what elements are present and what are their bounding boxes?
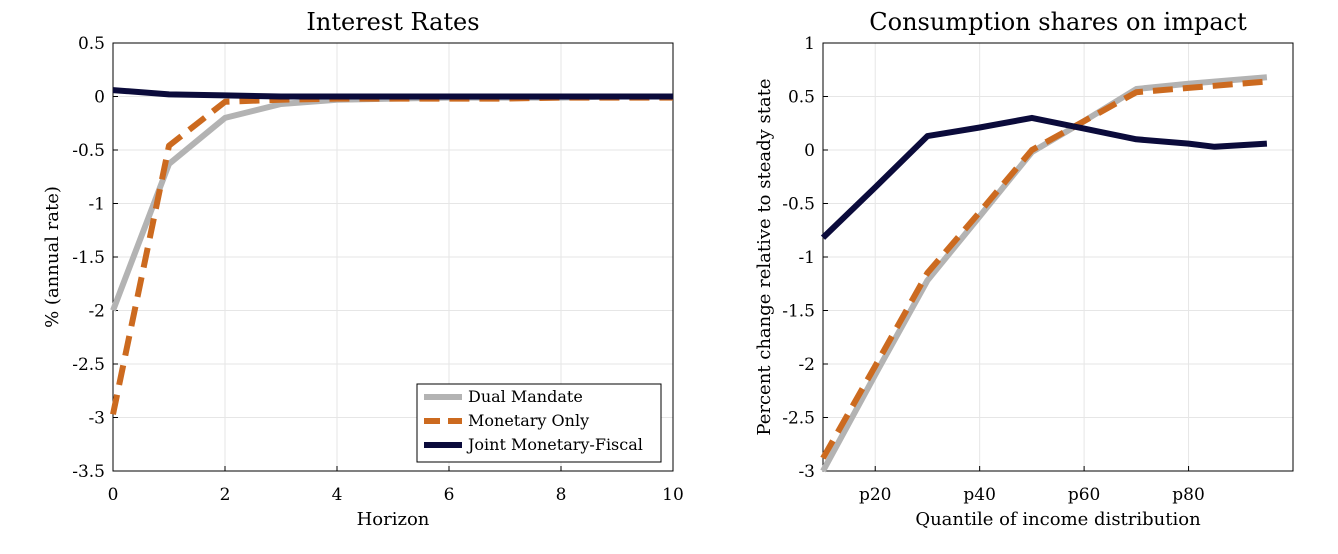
y-tick-label: -1.5	[72, 248, 105, 268]
x-tick-label: 2	[220, 485, 231, 505]
chart-interest-rates: 0 2 4 6 8 10 0.5 0 -0.5 -1 -1.5 -2 -2.5 …	[42, 8, 684, 530]
y-tick-label: -0.5	[72, 141, 105, 161]
chart-title: Consumption shares on impact	[869, 8, 1247, 36]
y-tick-label: 0	[804, 141, 815, 161]
y-axis-label: Percent change relative to steady state	[754, 78, 775, 435]
y-tick-label: -3.5	[72, 462, 105, 482]
x-tick-label: 10	[662, 485, 684, 505]
y-axis-label: % (annual rate)	[42, 186, 63, 328]
x-tick-label: p60	[1068, 485, 1101, 505]
legend-label: Joint Monetary-Fiscal	[466, 435, 643, 454]
y-tick-label: -0.5	[782, 195, 815, 215]
series-line-joint-monetary-fiscal	[112, 87, 673, 100]
y-tick-label: -1	[88, 195, 105, 215]
x-tick-label: p80	[1172, 485, 1205, 505]
series-line-joint-monetary-fiscal	[820, 114, 1268, 240]
y-tick-label: -2	[798, 355, 815, 375]
y-tick-label: 0.5	[78, 34, 105, 54]
chart-consumption-shares: p20 p40 p60 p80 1 0.5 0 -0.5 -1 -1.5 -2 …	[754, 8, 1294, 530]
x-tick-label: p20	[859, 485, 892, 505]
y-tick-labels: 0.5 0 -0.5 -1 -1.5 -2 -2.5 -3 -3.5	[72, 34, 105, 482]
y-tick-label: -3	[88, 409, 105, 429]
x-tick-label: 4	[332, 485, 343, 505]
y-tick-label: -2	[88, 302, 105, 322]
x-axis-label: Horizon	[357, 509, 430, 530]
x-tick-labels: 0 2 4 6 8 10	[108, 485, 684, 505]
x-tick-label: 8	[556, 485, 567, 505]
series-line-dual-mandate	[820, 74, 1268, 473]
x-axis-label: Quantile of income distribution	[915, 509, 1201, 530]
x-tick-label: p40	[963, 485, 996, 505]
legend-label: Dual Mandate	[468, 387, 583, 406]
series-lines	[820, 74, 1268, 473]
y-tick-label: -2.5	[72, 355, 105, 375]
y-tick-label: 0	[94, 88, 105, 108]
y-tick-label: -1.5	[782, 302, 815, 322]
legend: Dual Mandate Monetary Only Joint Monetar…	[416, 383, 662, 463]
y-tick-labels: 1 0.5 0 -0.5 -1 -1.5 -2 -2.5 -3	[782, 34, 815, 482]
y-tick-label: -3	[798, 462, 815, 482]
chart-title: Interest Rates	[306, 8, 479, 36]
y-tick-label: -2.5	[782, 409, 815, 429]
series-lines	[110, 87, 673, 415]
y-tick-label: 1	[804, 34, 815, 54]
grid	[823, 42, 1293, 472]
x-tick-label: 6	[444, 485, 455, 505]
y-tick-label: -1	[798, 248, 815, 268]
x-tick-label: 0	[108, 485, 119, 505]
tick-marks	[112, 42, 674, 472]
x-tick-labels: p20 p40 p60 p80	[859, 485, 1205, 505]
tick-marks	[823, 42, 1190, 472]
series-line-monetary-only	[110, 94, 673, 415]
y-tick-label: 0.5	[788, 88, 815, 108]
legend-label: Monetary Only	[468, 411, 589, 430]
series-line-monetary-only	[820, 78, 1268, 460]
